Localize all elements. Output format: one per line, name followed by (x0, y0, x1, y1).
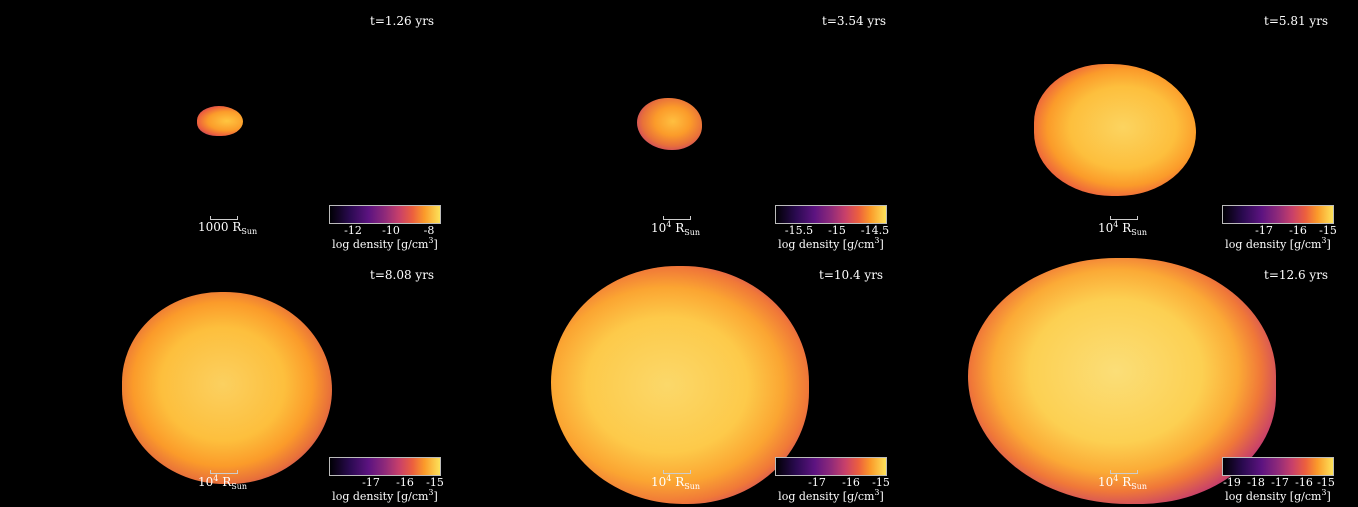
density-blob (637, 98, 702, 150)
colorbar-gradient (1222, 457, 1334, 476)
scale-bar-line (1110, 470, 1138, 474)
colorbar-label: log density [g/cm3] (778, 488, 884, 503)
colorbar-tick: -16 (1295, 476, 1313, 489)
scale-bar: 104 RSun (651, 216, 701, 237)
colorbar-tick: -15.5 (784, 224, 814, 237)
snapshot-panel-3: t=5.81 yrs 104 RSun -17 -16 -15 log dens… (906, 0, 1358, 253)
scale-value: 10 (198, 475, 214, 489)
colorbar-tick: -10 (382, 224, 400, 237)
density-blob (551, 266, 809, 504)
scale-exponent: 4 (666, 474, 672, 483)
colorbar-gradient (1222, 205, 1334, 224)
scale-exponent: 4 (666, 220, 672, 229)
colorbar-tick: -15 (828, 224, 846, 237)
colorbar-tick: -17 (1255, 224, 1273, 237)
scale-unit: R (675, 475, 685, 489)
scale-value: 10 (1098, 221, 1114, 235)
scale-unit: R (222, 475, 232, 489)
scale-value: 10 (651, 475, 667, 489)
colorbar-tick: -16 (396, 476, 414, 489)
colorbar-tick: -15 (872, 476, 890, 489)
scale-value: 1000 (198, 220, 229, 234)
colorbar: -17 -16 -15 log density [g/cm3] (329, 457, 444, 503)
scale-unit-subscript: Sun (684, 228, 701, 237)
scale-unit: R (675, 221, 685, 235)
scale-unit-subscript: Sun (231, 482, 248, 491)
scale-value: 10 (1098, 475, 1114, 489)
colorbar-tick: -15 (1319, 224, 1337, 237)
scale-unit-subscript: Sun (241, 227, 258, 236)
scale-unit: R (1122, 221, 1132, 235)
colorbar-tick: -16 (842, 476, 860, 489)
scale-unit-subscript: Sun (684, 482, 701, 491)
scale-unit: R (1122, 475, 1132, 489)
scale-bar-line (663, 216, 691, 220)
colorbar-label: log density [g/cm3] (332, 488, 438, 503)
colorbar-tick: -17 (1271, 476, 1289, 489)
scale-bar-line (663, 470, 691, 474)
colorbar-tick: -12 (344, 224, 362, 237)
colorbar: -19 -18 -17 -16 -15 log density [g/cm3] (1222, 457, 1335, 503)
scale-exponent: 4 (213, 474, 219, 483)
colorbar: -15.5 -15 -14.5 log density [g/cm3] (775, 205, 890, 251)
colorbar-gradient (775, 457, 887, 476)
scale-exponent: 4 (1113, 474, 1119, 483)
time-label: t=5.81 yrs (1264, 14, 1329, 28)
colorbar-tick: -14.5 (860, 224, 890, 237)
time-label: t=10.4 yrs (819, 268, 884, 282)
colorbar-label: log density [g/cm3] (778, 236, 884, 251)
density-blob (197, 106, 243, 136)
scale-bar: 104 RSun (1098, 216, 1148, 237)
scale-bar: 1000 RSun (198, 216, 258, 236)
colorbar-tick: -15 (426, 476, 444, 489)
colorbar-label: log density [g/cm3] (1225, 236, 1331, 251)
snapshot-panel-5: t=10.4 yrs 104 RSun -17 -16 -15 log dens… (453, 254, 905, 507)
time-label: t=8.08 yrs (370, 268, 435, 282)
time-label: t=3.54 yrs (822, 14, 887, 28)
scale-bar: 104 RSun (651, 470, 701, 491)
colorbar-gradient (329, 205, 441, 224)
scale-unit: R (232, 220, 242, 234)
scale-bar-line (210, 470, 238, 474)
time-label: t=1.26 yrs (370, 14, 435, 28)
colorbar-tick: -8 (423, 224, 435, 237)
scale-exponent: 4 (1113, 220, 1119, 229)
colorbar-tick: -18 (1247, 476, 1265, 489)
colorbar-tick: -15 (1317, 476, 1335, 489)
scale-bar: 104 RSun (1098, 470, 1148, 491)
colorbar-gradient (329, 457, 441, 476)
scale-value: 10 (651, 221, 667, 235)
scale-unit-subscript: Sun (1131, 228, 1148, 237)
scale-unit-subscript: Sun (1131, 482, 1148, 491)
scale-bar-line (1110, 216, 1138, 220)
density-blob (1034, 64, 1196, 196)
snapshot-panel-2: t=3.54 yrs 104 RSun -15.5 -15 -14.5 log … (453, 0, 905, 253)
colorbar-tick: -16 (1289, 224, 1307, 237)
colorbar: -17 -16 -15 log density [g/cm3] (1222, 205, 1337, 251)
scale-bar: 104 RSun (198, 470, 248, 491)
snapshot-panel-4: t=8.08 yrs 104 RSun -17 -16 -15 log dens… (0, 254, 452, 507)
density-blob (122, 292, 332, 484)
colorbar-tick: -19 (1223, 476, 1241, 489)
colorbar: -12 -10 -8 log density [g/cm3] (329, 205, 441, 251)
time-label: t=12.6 yrs (1264, 268, 1329, 282)
snapshot-panel-1: t=1.26 yrs 1000 RSun -12 -10 -8 log dens… (0, 0, 452, 253)
scale-bar-line (210, 216, 238, 220)
colorbar-label: log density [g/cm3] (332, 236, 438, 251)
colorbar-tick: -17 (362, 476, 380, 489)
colorbar-label: log density [g/cm3] (1225, 488, 1331, 503)
snapshot-panel-6: t=12.6 yrs 104 RSun -19 -18 -17 -16 -15 … (906, 254, 1358, 507)
colorbar: -17 -16 -15 log density [g/cm3] (775, 457, 890, 503)
colorbar-tick: -17 (808, 476, 826, 489)
colorbar-gradient (775, 205, 887, 224)
